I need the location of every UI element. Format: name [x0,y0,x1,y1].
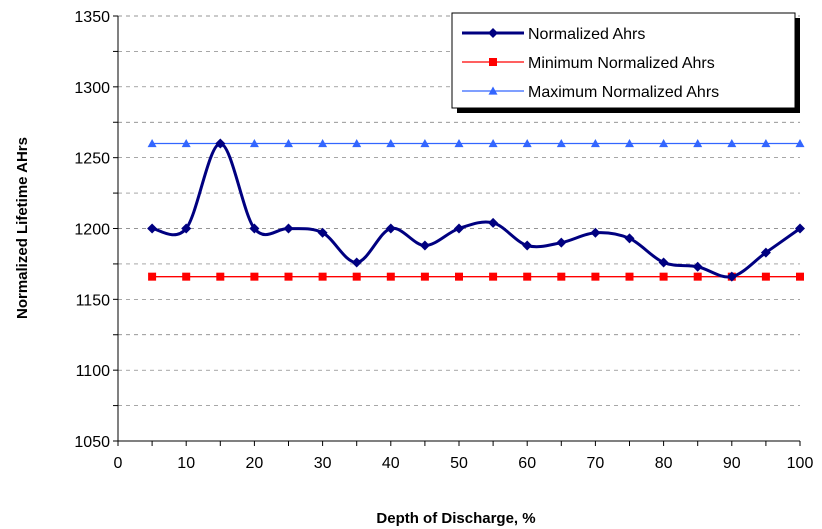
data-point [761,272,770,281]
series-layer [147,138,805,282]
data-point [556,139,566,148]
legend-swatch-marker [488,28,498,38]
data-point [761,139,771,148]
data-point [795,139,805,148]
data-point [249,139,259,148]
data-point [727,139,737,148]
data-point [489,272,498,281]
data-point [488,139,498,148]
data-point [147,223,158,234]
gridlines [118,15,800,406]
series-normalized-ahrs [147,138,805,282]
data-point [215,138,226,149]
data-point [318,272,327,281]
data-point [659,139,669,148]
data-point [692,261,703,272]
legend-box [451,12,796,109]
data-point [795,223,805,234]
x-tick-label: 50 [450,455,468,472]
data-point [591,272,600,281]
x-tick-label: 70 [587,455,605,472]
data-point [455,272,463,281]
x-tick-label: 0 [114,455,123,472]
data-point [181,139,191,148]
data-point [385,223,396,234]
data-point [659,272,668,281]
data-point [352,272,361,281]
data-point [760,247,771,258]
x-tick-label: 90 [723,455,741,472]
data-point [624,233,635,244]
y-tick-label: 1050 [74,434,110,451]
y-tick-label: 1100 [76,363,111,380]
tick-labels: 1050 1100 1150 1200 1250 1300 1350 0 10 20 30 40 50 6… [74,9,813,472]
data-point [352,139,362,148]
data-point [420,272,429,281]
data-point [796,272,804,281]
x-tick-label: 10 [177,455,195,472]
legend-label: Minimum Normalized Ahrs [528,55,715,72]
data-point [454,223,464,234]
y-tick-label: 1300 [74,80,110,97]
x-tick-label: 80 [655,455,673,472]
data-point [522,139,532,148]
data-point [625,139,634,148]
data-point [658,257,669,268]
legend-label: Maximum Normalized Ahrs [528,84,719,101]
data-point [590,139,600,148]
data-point [420,139,430,148]
x-tick-label: 100 [787,455,814,472]
x-tick-label: 20 [246,455,264,472]
x-tick-label: 60 [518,455,536,472]
legend-item: Normalized Ahrs [462,26,645,43]
data-point [625,272,634,281]
data-point [386,272,395,281]
axes [113,15,801,446]
data-point [693,139,703,148]
data-point [250,272,259,281]
legend-swatch-marker [488,86,498,95]
data-point [181,223,192,234]
legend-item: Maximum Normalized Ahrs [462,84,719,101]
y-tick-label: 1200 [74,222,110,239]
legend-label: Normalized Ahrs [528,26,645,43]
data-point [726,271,737,282]
data-point [351,257,362,268]
series-line [151,141,801,279]
y-tick-label: 1250 [74,151,110,168]
data-point [317,227,328,238]
x-tick-label: 40 [382,455,400,472]
x-tick-label: 30 [314,455,332,472]
y-axis-title: Normalized Lifetime AHrs [14,137,31,319]
data-point [522,240,533,251]
data-point [216,272,225,281]
data-point [283,223,294,234]
data-point [693,272,702,281]
data-point [284,272,293,281]
series-maximum-normalized-ahrs [147,139,805,148]
data-point [386,139,396,148]
data-point [284,139,293,148]
data-point [590,227,601,238]
data-point [523,272,532,281]
data-point [147,139,157,148]
data-point [557,272,566,281]
data-point [454,139,464,148]
data-point [318,139,328,148]
legend-swatch-marker [489,58,497,66]
data-point [556,237,567,248]
data-point [249,223,260,234]
x-axis-title: Depth of Discharge, % [376,510,535,527]
series-minimum-normalized-ahrs [148,272,804,281]
data-point [182,272,191,281]
legend: Normalized Ahrs Minimum Normalized Ahrs Ma… [451,12,800,113]
data-point [488,217,499,228]
legend-item: Minimum Normalized Ahrs [462,55,715,72]
data-point [419,240,430,251]
y-tick-label: 1150 [76,292,111,309]
y-tick-label: 1350 [74,9,110,26]
data-point [148,272,157,281]
